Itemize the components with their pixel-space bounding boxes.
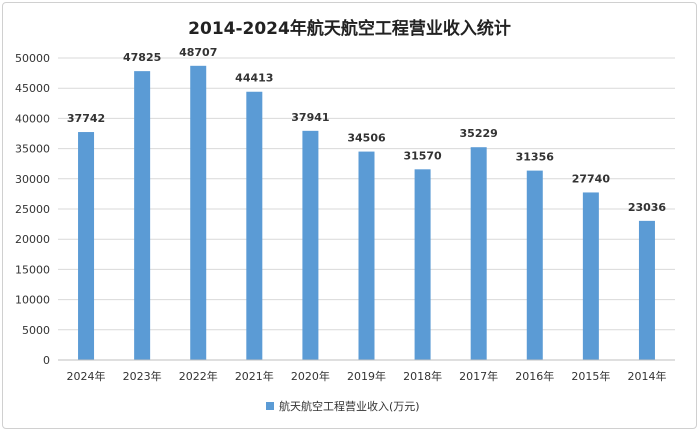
- data-label: 37742: [67, 112, 105, 125]
- x-tick-label: 2024年: [67, 369, 106, 383]
- y-tick-label: 20000: [15, 233, 50, 246]
- y-tick-label: 0: [43, 354, 50, 367]
- x-tick-label: 2018年: [403, 369, 442, 383]
- bar: [78, 132, 95, 360]
- x-tick-label: 2023年: [123, 369, 162, 383]
- legend-swatch: [266, 402, 274, 410]
- data-label: 47825: [123, 51, 161, 64]
- x-tick-label: 2017年: [459, 369, 498, 383]
- data-label: 37941: [291, 111, 329, 124]
- x-tick-label: 2014年: [627, 369, 666, 383]
- bar: [526, 170, 543, 360]
- data-label: 31356: [516, 151, 555, 164]
- y-tick-label: 35000: [15, 143, 50, 156]
- y-tick-label: 30000: [15, 173, 50, 186]
- x-axis-ticks: 2024年 2023年 2022年 2021年 2020年 2019年 2018年 2017年…: [67, 369, 667, 383]
- y-axis-ticks: 0 5000 10000 15000 20000 25000 30000 35000 40000…: [15, 52, 50, 367]
- x-tick-label: 2020年: [291, 369, 330, 383]
- x-tick-label: 2019年: [347, 369, 386, 383]
- x-tick-label: 2016年: [515, 369, 554, 383]
- bar: [302, 130, 319, 360]
- bar: [638, 220, 655, 360]
- legend-label: 航天航空工程营业收入(万元): [279, 400, 420, 413]
- y-tick-label: 45000: [15, 82, 50, 95]
- data-label: 23036: [628, 201, 667, 214]
- bar: [246, 91, 263, 360]
- legend: 航天航空工程营业收入(万元): [266, 398, 420, 414]
- y-tick-label: 10000: [15, 294, 50, 307]
- bar: [470, 147, 487, 360]
- bar: [582, 192, 599, 360]
- bars: [78, 65, 655, 361]
- data-label: 34506: [347, 132, 386, 145]
- data-label: 48707: [179, 46, 217, 59]
- data-label: 44413: [235, 72, 273, 85]
- bar: [414, 169, 431, 360]
- y-tick-label: 5000: [22, 324, 50, 337]
- y-tick-label: 40000: [15, 112, 50, 125]
- data-labels: 37742 47825 48707 44413 37941 34506 31570 35229…: [67, 46, 667, 214]
- y-tick-label: 15000: [15, 263, 50, 276]
- chart-title: 2014-2024年航天航空工程营业收入统计: [188, 19, 511, 39]
- x-tick-label: 2015年: [571, 369, 610, 383]
- bar: [134, 71, 151, 361]
- y-tick-label: 50000: [15, 52, 50, 65]
- data-label: 31570: [403, 149, 442, 162]
- x-tick-label: 2021年: [235, 369, 274, 383]
- y-tick-label: 25000: [15, 203, 50, 216]
- bar: [358, 151, 375, 360]
- bar: [190, 65, 207, 360]
- x-tick-label: 2022年: [179, 369, 218, 383]
- data-label: 27740: [572, 172, 611, 185]
- data-label: 35229: [460, 127, 498, 140]
